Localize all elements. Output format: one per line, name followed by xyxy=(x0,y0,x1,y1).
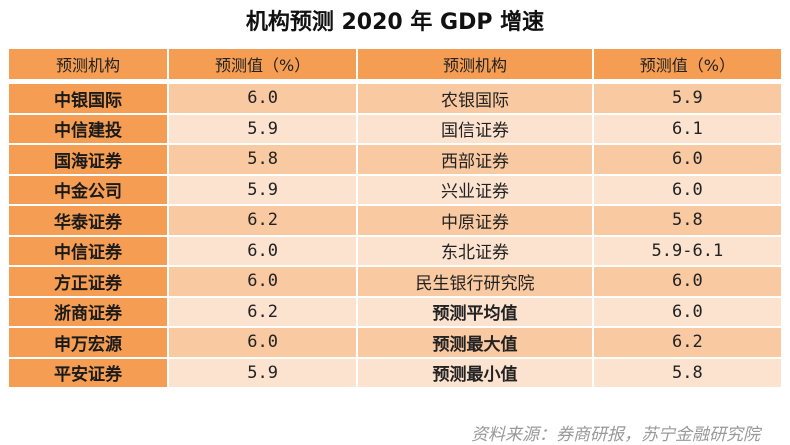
forecast-value-cell: 6.0 xyxy=(591,143,784,176)
forecast-value-cell: 6.0 xyxy=(166,326,359,359)
forecast-value-cell: 6.2 xyxy=(166,295,359,328)
table-row: 中金公司 5.9 兴业证券 6.0 xyxy=(7,173,784,206)
table-row: 浙商证券 6.2 预测平均值 6.0 xyxy=(7,295,784,328)
header-cell: 预测机构 xyxy=(356,47,594,81)
forecast-value-cell: 5.9-6.1 xyxy=(591,234,784,267)
institution-cell: 国海证券 xyxy=(7,143,169,176)
institution-cell: 平安证券 xyxy=(7,356,169,389)
institution-cell: 民生银行研究院 xyxy=(356,265,594,298)
forecast-value-cell: 6.0 xyxy=(591,295,784,328)
forecast-value-cell: 6.0 xyxy=(166,265,359,298)
table-row: 申万宏源 6.0 预测最大值 6.2 xyxy=(7,326,784,359)
forecast-value-cell: 6.1 xyxy=(591,112,784,145)
table-row: 中信建投 5.9 国信证券 6.1 xyxy=(7,112,784,145)
forecast-value-cell: 6.0 xyxy=(166,234,359,267)
institution-cell: 兴业证券 xyxy=(356,173,594,206)
institution-cell: 预测最大值 xyxy=(356,326,594,359)
forecast-value-cell: 5.9 xyxy=(166,173,359,206)
institution-cell: 申万宏源 xyxy=(7,326,169,359)
table-row: 华泰证券 6.2 中原证券 5.8 xyxy=(7,204,784,237)
institution-cell: 中银国际 xyxy=(7,82,169,115)
table-row: 平安证券 5.9 预测最小值 5.8 xyxy=(7,356,784,389)
institution-cell: 预测平均值 xyxy=(356,295,594,328)
table-row: 国海证券 5.8 西部证券 6.0 xyxy=(7,143,784,176)
forecast-value-cell: 5.8 xyxy=(591,356,784,389)
source-note: 资料来源：券商研报，苏宁金融研究院 xyxy=(471,425,760,445)
institution-cell: 东北证券 xyxy=(356,234,594,267)
institution-cell: 国信证券 xyxy=(356,112,594,145)
header-cell: 预测值（%） xyxy=(591,47,784,81)
forecast-value-cell: 5.9 xyxy=(591,82,784,115)
table-row: 中银国际 6.0 农银国际 5.9 xyxy=(7,82,784,115)
forecast-value-cell: 6.0 xyxy=(591,173,784,206)
forecast-value-cell: 5.8 xyxy=(166,143,359,176)
header-cell: 预测机构 xyxy=(7,47,169,81)
institution-cell: 中信证券 xyxy=(7,234,169,267)
institution-cell: 西部证券 xyxy=(356,143,594,176)
header-cell: 预测值（%） xyxy=(166,47,359,81)
page-title: 机构预测 2020 年 GDP 增速 xyxy=(245,10,545,35)
table-row: 方正证券 6.0 民生银行研究院 6.0 xyxy=(7,265,784,298)
forecast-value-cell: 5.9 xyxy=(166,112,359,145)
forecast-value-cell: 5.9 xyxy=(166,356,359,389)
forecast-value-cell: 6.0 xyxy=(591,265,784,298)
table-row: 中信证券 6.0 东北证券 5.9-6.1 xyxy=(7,234,784,267)
institution-cell: 预测最小值 xyxy=(356,356,594,389)
forecast-value-cell: 6.0 xyxy=(166,82,359,115)
table-header: 预测机构 预测值（%） 预测机构 预测值（%） xyxy=(7,47,784,81)
institution-cell: 浙商证券 xyxy=(7,295,169,328)
institution-cell: 中金公司 xyxy=(7,173,169,206)
institution-cell: 农银国际 xyxy=(356,82,594,115)
forecast-table: 预测机构 预测值（%） 预测机构 预测值（%） 中银国际 6.0 农银国际 5.9 中信… xyxy=(7,47,784,389)
forecast-value-cell: 6.2 xyxy=(166,204,359,237)
forecast-value-cell: 6.2 xyxy=(591,326,784,359)
institution-cell: 方正证券 xyxy=(7,265,169,298)
institution-cell: 中信建投 xyxy=(7,112,169,145)
forecast-value-cell: 5.8 xyxy=(591,204,784,237)
institution-cell: 华泰证券 xyxy=(7,204,169,237)
institution-cell: 中原证券 xyxy=(356,204,594,237)
